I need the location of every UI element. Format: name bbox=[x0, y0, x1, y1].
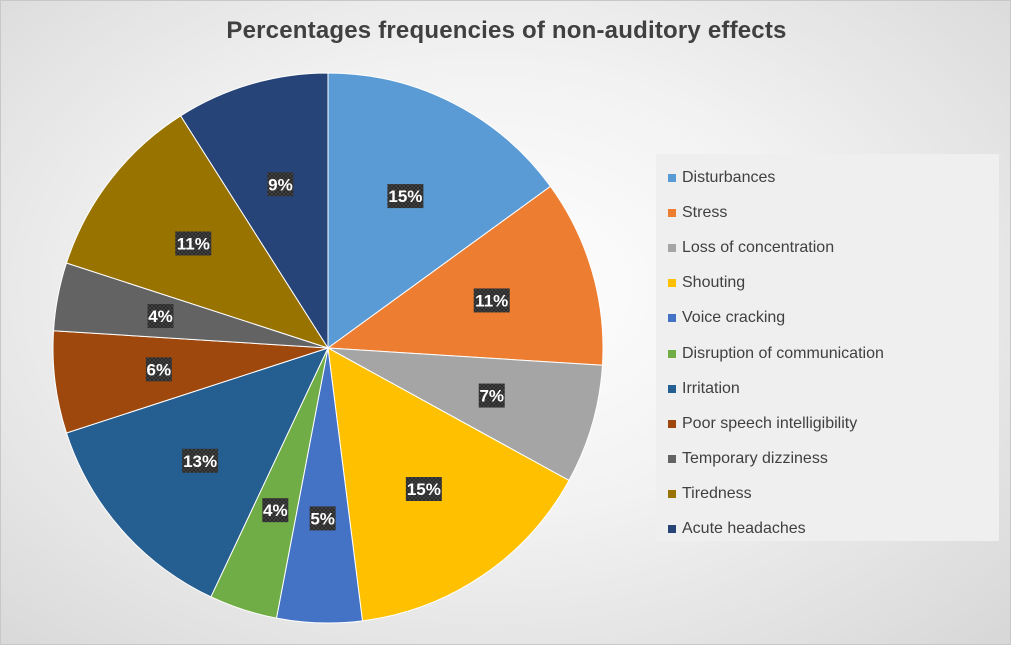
data-label-bg bbox=[175, 231, 212, 256]
legend-label: Acute headaches bbox=[682, 520, 806, 538]
data-label: 4% bbox=[148, 307, 173, 326]
pie-slice-shouting bbox=[327, 347, 570, 622]
legend-item: Temporary dizziness bbox=[656, 442, 999, 477]
pie-data-labels: 15% 11% 7% 15% 5% 4% 13% 6% 4% 11% 9% bbox=[145, 172, 510, 531]
data-label-bg bbox=[387, 184, 424, 209]
legend-label: Irritation bbox=[682, 379, 740, 397]
legend-label: Temporary dizziness bbox=[682, 450, 828, 468]
pie-slices bbox=[52, 72, 604, 624]
data-label: 15% bbox=[407, 480, 441, 499]
data-label-bg bbox=[473, 288, 510, 313]
legend-swatch bbox=[668, 173, 676, 182]
data-label: 13% bbox=[183, 452, 217, 471]
legend-item: Voice cracking bbox=[656, 301, 999, 336]
pie-slice-stress bbox=[326, 185, 604, 366]
legend-swatch bbox=[668, 384, 676, 393]
legend-item: Loss of concentration bbox=[656, 230, 999, 265]
legend-item: Poor speech intelligibility bbox=[656, 406, 999, 441]
legend-item: Shouting bbox=[656, 266, 999, 301]
pie-slice-loss-of-concentration bbox=[327, 347, 603, 482]
legend-swatch bbox=[668, 279, 676, 288]
data-label: 5% bbox=[310, 509, 335, 528]
legend-label: Voice cracking bbox=[682, 309, 786, 327]
data-label: 11% bbox=[177, 234, 210, 253]
legend-swatch bbox=[668, 490, 676, 499]
data-label: 9% bbox=[268, 175, 293, 194]
data-label-bg bbox=[182, 448, 219, 473]
data-label-bg bbox=[267, 172, 294, 197]
legend-label: Disruption of communication bbox=[682, 344, 884, 362]
data-label: 7% bbox=[479, 387, 504, 406]
legend-item: Disturbances bbox=[656, 160, 999, 195]
legend-item: Disruption of communication bbox=[656, 336, 999, 371]
legend-label: Stress bbox=[682, 203, 728, 221]
data-label-bg bbox=[309, 506, 336, 531]
legend-label: Shouting bbox=[682, 274, 746, 292]
legend-swatch bbox=[668, 243, 676, 252]
legend-swatch bbox=[668, 208, 676, 217]
legend-label: Tiredness bbox=[682, 485, 752, 503]
data-label: 15% bbox=[388, 187, 422, 206]
legend-swatch bbox=[668, 314, 676, 323]
data-label-bg bbox=[405, 477, 442, 502]
data-label-bg bbox=[478, 383, 505, 408]
legend-swatch bbox=[668, 525, 676, 534]
data-label: 6% bbox=[147, 360, 172, 379]
data-label: 11% bbox=[475, 291, 508, 310]
data-label-bg bbox=[145, 357, 172, 382]
legend-item: Irritation bbox=[656, 371, 999, 406]
pie-slice-acute-headaches bbox=[179, 72, 329, 350]
legend-swatch bbox=[668, 419, 676, 428]
legend-label: Disturbances bbox=[682, 168, 776, 186]
legend-item: Stress bbox=[656, 195, 999, 230]
data-label-bg bbox=[147, 304, 174, 329]
legend-swatch bbox=[668, 455, 676, 464]
data-label-bg bbox=[262, 498, 289, 523]
chart-title: Percentages frequencies of non-auditory … bbox=[226, 17, 787, 44]
legend-swatch bbox=[668, 349, 676, 358]
legend-item: Acute headaches bbox=[656, 512, 999, 547]
data-label: 4% bbox=[263, 501, 288, 520]
legend-item: Tiredness bbox=[656, 477, 999, 512]
pie-slice-disturbances bbox=[327, 72, 552, 349]
legend-label: Loss of concentration bbox=[682, 238, 835, 256]
legend-label: Poor speech intelligibility bbox=[682, 414, 858, 432]
legend: Disturbances Stress Loss of concentration S… bbox=[656, 154, 999, 541]
